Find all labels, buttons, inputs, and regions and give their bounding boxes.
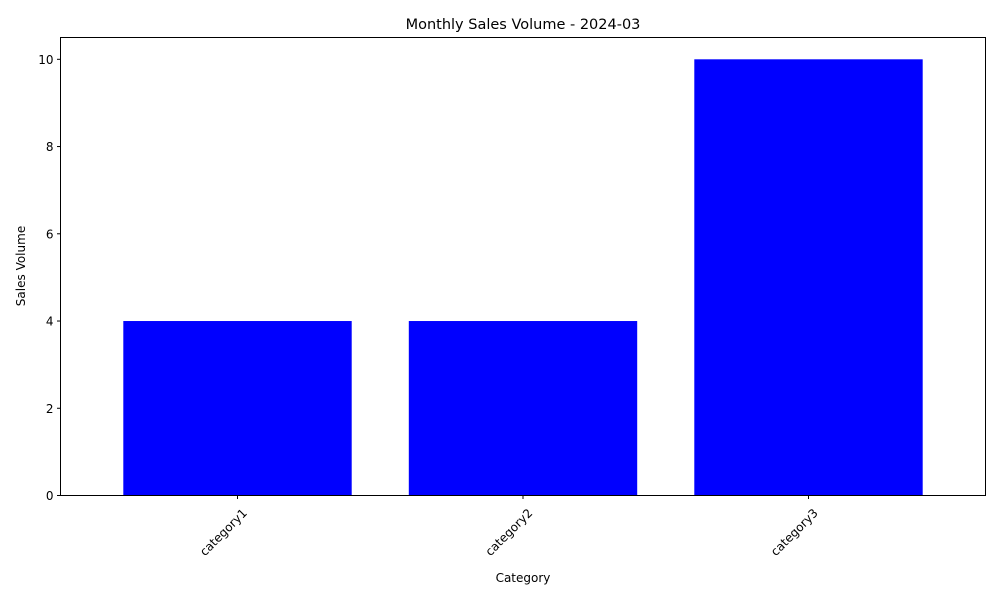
y-tick-label: 10 xyxy=(38,53,53,67)
bar-category1 xyxy=(123,321,352,496)
bar-category2 xyxy=(408,321,638,496)
y-axis-label: Sales Volume xyxy=(14,226,28,306)
bar-category3 xyxy=(694,59,923,496)
y-tick-label: 2 xyxy=(46,402,54,416)
x-axis-label: Category xyxy=(496,571,551,585)
y-tick-label: 8 xyxy=(46,140,54,154)
chart-title: Monthly Sales Volume - 2024-03 xyxy=(406,17,641,33)
plot-frame xyxy=(60,37,986,496)
y-tick-label: 0 xyxy=(46,489,54,503)
y-tick-label: 6 xyxy=(46,227,54,241)
bars-group xyxy=(123,59,923,496)
y-axis-ticks: 0 2 4 6 8 10 xyxy=(38,53,61,503)
y-tick-label: 4 xyxy=(46,315,54,329)
